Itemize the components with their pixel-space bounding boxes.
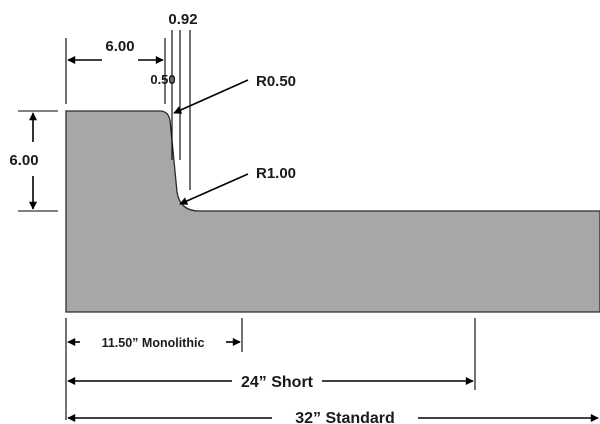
short-label: 24” Short bbox=[241, 374, 314, 391]
height-label: 6.00 bbox=[9, 152, 38, 169]
monolithic-label: 11.50” Monolithic bbox=[102, 336, 205, 350]
toe-radius-label: R1.00 bbox=[256, 165, 296, 182]
batter-width-label: 0.50 bbox=[150, 72, 175, 87]
standard-label: 32” Standard bbox=[295, 410, 395, 424]
curb-profile-shape bbox=[65, 110, 600, 313]
flare-width-label: 0.92 bbox=[168, 11, 197, 28]
top-radius-leader bbox=[173, 79, 249, 114]
top-width-label: 6.00 bbox=[105, 38, 134, 55]
toe-radius-leader bbox=[179, 173, 249, 205]
top-radius-label: R0.50 bbox=[256, 73, 296, 90]
